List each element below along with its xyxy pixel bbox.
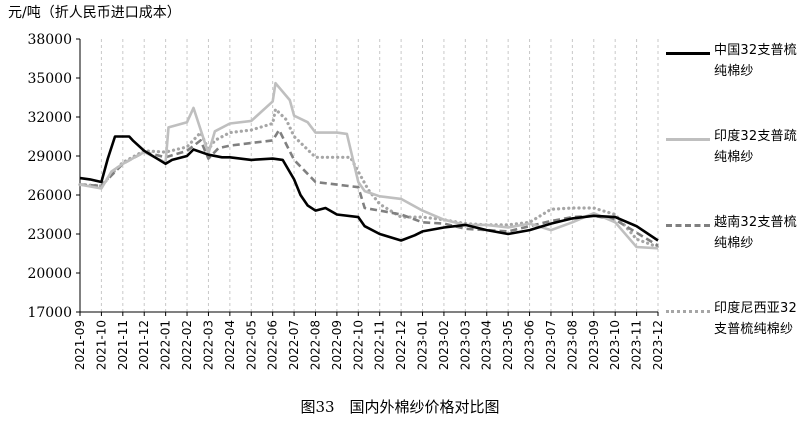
x-tick-label-2023-10: 2023-10	[608, 320, 622, 370]
legend: 中国32支普梳纯棉纱 印度32支普疏纯棉纱 越南32支普梳纯棉纱 印度尼西亚32…	[662, 40, 798, 384]
x-tick-label-2023-06: 2023-06	[523, 320, 537, 370]
y-tick-label-23000: 23000	[27, 227, 72, 243]
y-tick-label-26000: 26000	[27, 188, 72, 204]
legend-item-indonesia: 印度尼西亚32支普梳纯棉纱	[662, 298, 798, 384]
x-tick-label-2023-12: 2023-12	[651, 320, 665, 370]
series-china	[79, 135, 659, 242]
legend-swatch-china	[666, 52, 710, 55]
legend-label-india: 印度32支普疏纯棉纱	[714, 129, 797, 165]
legend-label-vietnam: 越南32支普梳纯棉纱	[714, 215, 797, 251]
y-tick-label-38000: 38000	[27, 32, 72, 48]
legend-item-india: 印度32支普疏纯棉纱	[662, 126, 798, 212]
series-india	[79, 81, 659, 250]
x-tick-label-2023-11: 2023-11	[630, 320, 644, 370]
series-indonesia	[78, 107, 660, 249]
legend-swatch-vietnam	[666, 224, 710, 227]
series-lines	[78, 81, 660, 250]
x-tick-label-2022-03: 2022-03	[201, 320, 215, 370]
x-tick-label-2022-08: 2022-08	[308, 320, 322, 370]
y-tick-label-17000: 17000	[27, 305, 72, 321]
legend-label-indonesia: 印度尼西亚32支普梳纯棉纱	[714, 301, 797, 337]
x-tick-label-2023-02: 2023-02	[437, 320, 451, 370]
legend-label-china: 中国32支普梳纯棉纱	[714, 43, 797, 79]
legend-swatch-indonesia	[666, 310, 710, 313]
y-axis-unit-label: 元/吨（折人民币进口成本）	[8, 5, 181, 21]
x-tick-label-2023-04: 2023-04	[480, 320, 494, 370]
x-tick-label-2023-07: 2023-07	[544, 320, 558, 370]
x-tick-label-2022-01: 2022-01	[159, 320, 173, 370]
tick-labels: 17000 20000 23000 26000 29000 32000 35000 38000…	[27, 32, 665, 370]
x-tick-label-2022-12: 2022-12	[394, 320, 408, 370]
x-tick-label-2021-11: 2021-11	[116, 320, 130, 370]
grid-lines	[100, 39, 659, 312]
legend-item-vietnam: 越南32支普梳纯棉纱	[662, 212, 798, 298]
x-tick-label-2022-04: 2022-04	[223, 320, 237, 370]
x-tick-label-2022-02: 2022-02	[180, 320, 194, 370]
y-tick-label-20000: 20000	[27, 266, 72, 282]
x-tick-label-2022-06: 2022-06	[266, 320, 280, 370]
x-tick-label-2022-07: 2022-07	[287, 320, 301, 370]
x-tick-label-2022-10: 2022-10	[351, 320, 365, 370]
legend-swatch-india	[666, 138, 710, 141]
legend-item-china: 中国32支普梳纯棉纱	[662, 40, 798, 126]
y-tick-label-29000: 29000	[27, 149, 72, 165]
x-tick-label-2021-10: 2021-10	[94, 320, 108, 370]
x-tick-label-2021-09: 2021-09	[73, 320, 87, 370]
x-tick-label-2022-11: 2022-11	[373, 320, 387, 370]
axes	[76, 38, 659, 316]
x-tick-label-2022-09: 2022-09	[330, 320, 344, 370]
figure-caption: 图33 国内外棉纱价格对比图	[300, 398, 500, 416]
x-tick-label-2021-12: 2021-12	[137, 320, 151, 370]
x-tick-label-2022-05: 2022-05	[244, 320, 258, 370]
x-tick-label-2023-05: 2023-05	[501, 320, 515, 370]
y-tick-label-32000: 32000	[27, 110, 72, 126]
x-tick-label-2023-01: 2023-01	[416, 320, 430, 370]
x-tick-label-2023-03: 2023-03	[458, 320, 472, 370]
x-tick-label-2023-08: 2023-08	[565, 320, 579, 370]
series-vietnam	[79, 128, 659, 247]
x-tick-label-2023-09: 2023-09	[587, 320, 601, 370]
y-tick-label-35000: 35000	[27, 71, 72, 87]
